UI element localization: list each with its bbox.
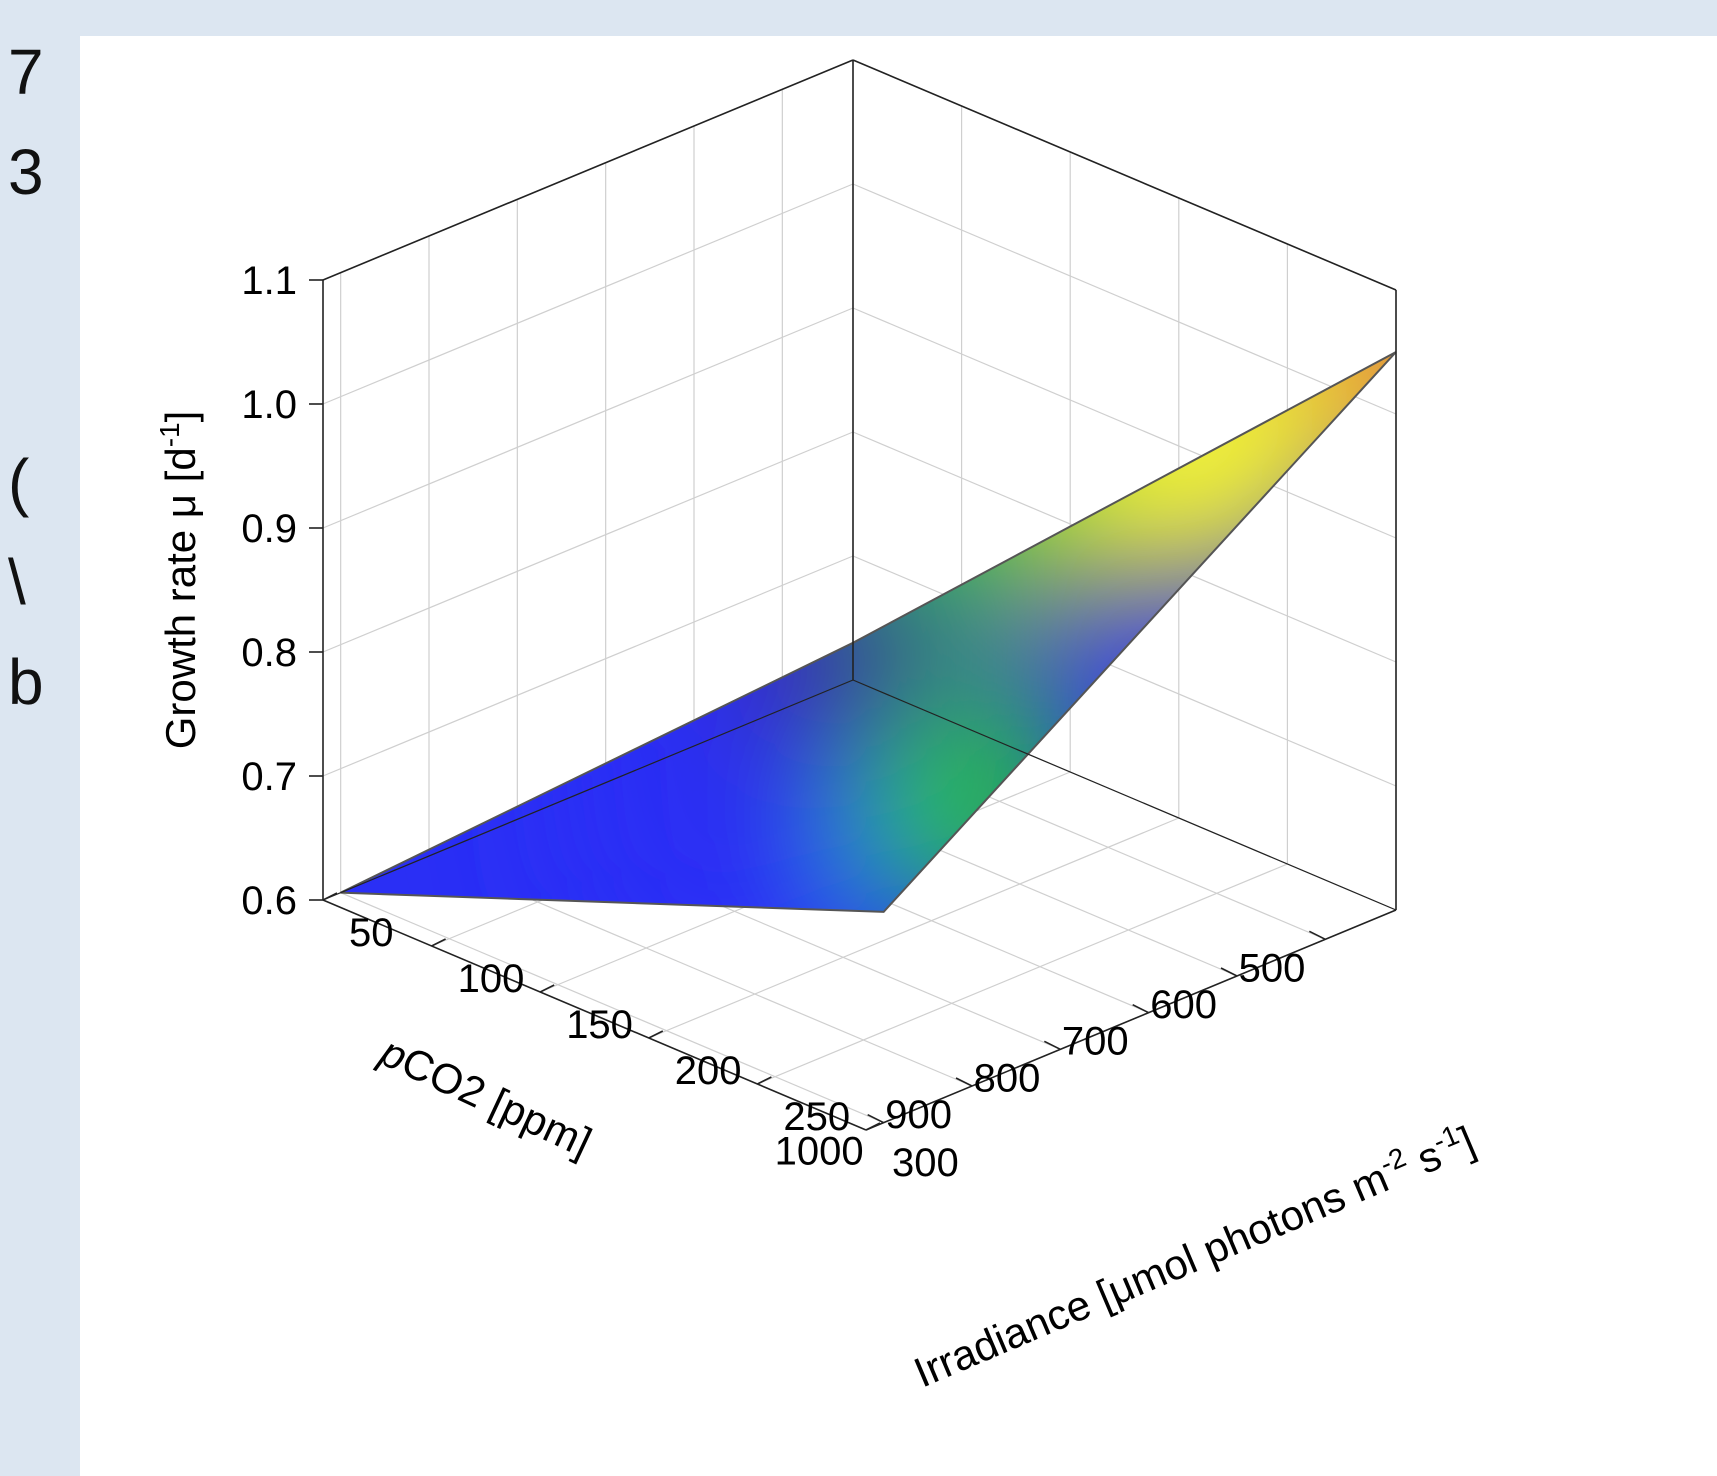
gradient-blob (774, 352, 1075, 642)
pco2-tick-label: 600 (1150, 983, 1217, 1027)
grid-line (322, 555, 854, 777)
cropped-glyph: 3 (8, 136, 44, 208)
pco2-tick (867, 1113, 885, 1124)
z-tick-label: 0.7 (241, 755, 297, 799)
grid-line (757, 863, 1288, 1085)
pco2-tick (1308, 930, 1326, 941)
frame-edge (852, 59, 1397, 291)
frame-layer (322, 59, 1397, 1131)
pco2-tick-label: 800 (974, 1056, 1041, 1100)
z-tick-label: 0.8 (241, 631, 297, 675)
irradiance-tick (865, 1122, 881, 1131)
pco2-axis-line (322, 899, 867, 1131)
grid-line (322, 183, 854, 405)
irradiance-tick-label: 50 (349, 911, 394, 955)
irradiance-tick (431, 938, 446, 947)
irradiance-tick-label: 150 (566, 1003, 633, 1047)
grid-line (648, 817, 1180, 1039)
irradiance-tick-label: 200 (675, 1049, 742, 1093)
irradiance-tick (322, 892, 338, 901)
frame-edge (322, 679, 854, 901)
frame-edge (322, 59, 854, 281)
pco2-tick (1220, 967, 1238, 977)
irradiance-tick-label: 300 (892, 1141, 959, 1185)
grid-line (322, 307, 854, 529)
irradiance-tick (648, 1030, 664, 1039)
pco2-tick (955, 1077, 973, 1087)
grid-line (852, 183, 1397, 415)
irradiance-axis-line (865, 909, 1397, 1131)
cropped-glyph: b (8, 646, 44, 718)
irradiance-tick (757, 1076, 772, 1085)
pco2-tick-label: 900 (885, 1093, 952, 1137)
page-edge: 7 3 ( \ b (0, 0, 80, 1476)
ticks-layer: 0.6 0.7 0.8 0.9 1.0 1.1 500 600 700 800 900 1000 50 1… (241, 259, 1326, 1185)
cropped-glyph: ( (8, 446, 30, 518)
pco2-tick-label: 700 (1062, 1020, 1129, 1064)
z-tick-label: 1.1 (241, 259, 297, 303)
grid-line (340, 892, 884, 1124)
pco2-tick (1043, 1040, 1061, 1051)
pco2-axis-label: pCO2 [ppm] (372, 1027, 599, 1166)
pco2-tick-label: 500 (1239, 946, 1306, 990)
cropped-glyph: \ (8, 546, 26, 618)
irradiance-tick-label: 250 (783, 1095, 850, 1139)
cropped-glyph: 7 (8, 36, 44, 108)
irradiance-tick (539, 984, 555, 993)
z-axis-label: Growth rate μ [d-1] (154, 411, 204, 750)
z-tick-label: 0.9 (241, 507, 297, 551)
frame-edge (852, 679, 1397, 911)
chart-panel: 0.6 0.7 0.8 0.9 1.0 1.1 500 600 700 800 900 1000 50 1… (80, 36, 1717, 1476)
pco2-tick (1132, 1003, 1150, 1014)
grid-line (322, 431, 854, 653)
surface-outline (340, 351, 1397, 913)
irradiance-tick-label: 100 (458, 957, 525, 1001)
z-tick-label: 1.0 (241, 383, 297, 427)
surface-chart: 0.6 0.7 0.8 0.9 1.0 1.1 500 600 700 800 900 1000 50 1… (154, 59, 1481, 1396)
grid-line (852, 307, 1397, 539)
surface-gradient (519, 352, 1397, 912)
gradient-blob (738, 538, 959, 759)
pco2-tick-label: 1000 (775, 1130, 864, 1174)
z-tick-label: 0.6 (241, 879, 297, 923)
gradient-blob (818, 434, 999, 615)
irradiance-axis-label: Irradiance [μmol photons m-2 s-1] (906, 1114, 1481, 1396)
